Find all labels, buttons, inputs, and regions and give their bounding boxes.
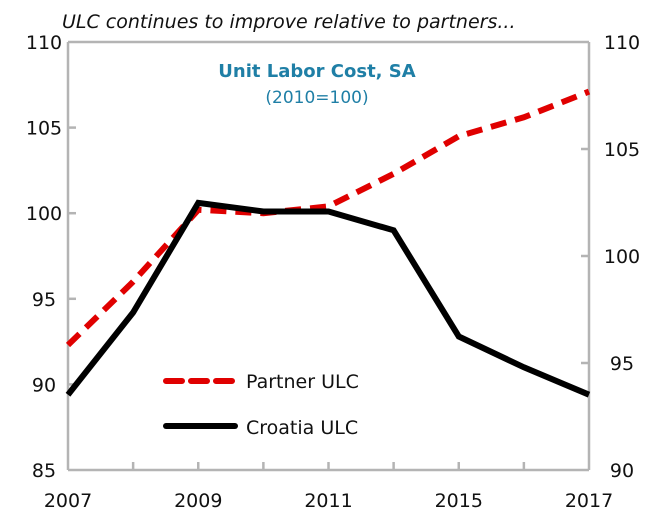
- x-axis-ticks: [131, 462, 526, 470]
- right-axis-tick-label: 100: [604, 246, 640, 268]
- left-axis-tick-label: 105: [26, 118, 62, 140]
- right-axis-ticks: [581, 147, 589, 365]
- right-axis-tick-label: 95: [610, 353, 634, 375]
- x-axis-tick-label: 2015: [435, 490, 483, 512]
- legend: Partner ULC Croatia ULC: [163, 371, 359, 439]
- chart-title-note: (2010=100): [265, 88, 368, 108]
- legend-label-croatia-ulc: Croatia ULC: [246, 417, 358, 439]
- left-axis-tick-label: 95: [32, 289, 56, 311]
- series-group: [65, 88, 591, 398]
- series-line-croatia-ulc: [65, 199, 591, 398]
- right-axis-tick-label: 110: [604, 32, 640, 54]
- x-axis-tick-label: 2007: [44, 490, 92, 512]
- x-axis-tick-label: 2009: [174, 490, 222, 512]
- left-axis-tick-label: 100: [26, 203, 62, 225]
- right-axis-labels: 90 95 100 105 110: [604, 32, 640, 482]
- right-axis-tick-label: 90: [610, 460, 634, 482]
- left-axis-tick-label: 85: [32, 460, 56, 482]
- x-axis-tick-label: 2017: [565, 490, 613, 512]
- left-axis-tick-label: 90: [32, 374, 56, 396]
- chart-title: Unit Labor Cost, SA: [218, 61, 415, 82]
- x-axis-tick-label: 2011: [304, 490, 352, 512]
- x-axis-labels: 2007 2009 2011 2015 2017: [44, 490, 613, 512]
- left-axis-tick-label: 110: [26, 32, 62, 54]
- chart-subtitle: ULC continues to improve relative to par…: [62, 11, 516, 33]
- series-line-partner-ulc: [65, 88, 591, 348]
- right-axis-tick-label: 105: [604, 139, 640, 161]
- left-axis-labels: 85 90 95 100 105 110: [26, 32, 62, 482]
- legend-label-partner-ulc: Partner ULC: [246, 371, 359, 393]
